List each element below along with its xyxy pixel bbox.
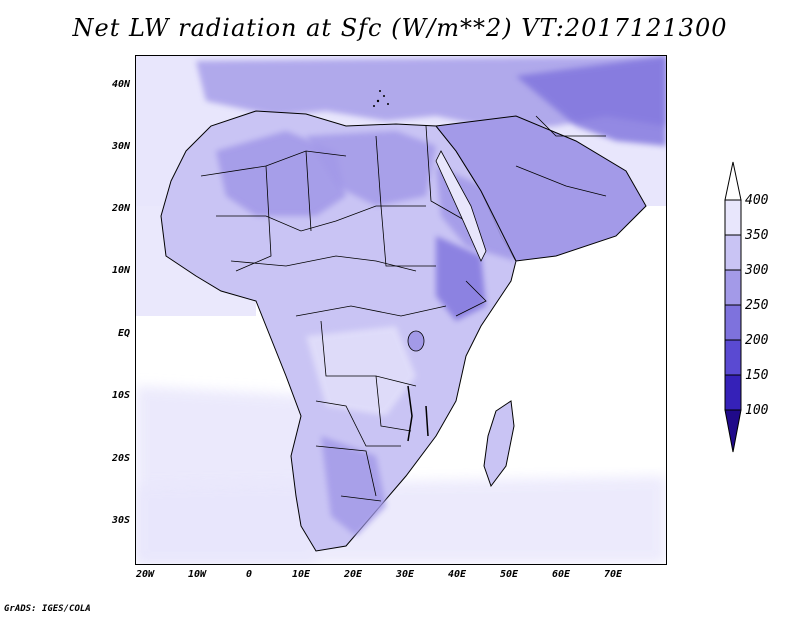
lat-label-20n: 20N (111, 203, 130, 214)
lon-label-30e: 30E (395, 569, 415, 580)
red-sea (435, 150, 487, 262)
colorbar-top-arrow (724, 161, 742, 201)
asia-minor-region (516, 56, 666, 146)
congo-basin-zone (306, 326, 416, 416)
lon-label-70e: 70E (603, 569, 623, 580)
lon-label-10e: 10E (291, 569, 311, 580)
aegean-islands (373, 90, 389, 107)
lon-label-0: 0 (245, 569, 253, 580)
country-borders (200, 115, 607, 502)
colorbar-swatch-350-400 (724, 199, 742, 236)
madagascar (483, 400, 515, 488)
lat-label-20s: 20S (111, 453, 130, 464)
lon-label-60e: 60E (551, 569, 571, 580)
colorbar-swatch-100-150 (724, 374, 742, 411)
map-title: Net LW radiation at Sfc (W/m**2) VT:2017… (72, 14, 728, 42)
colorbar-swatch-200-250 (724, 304, 742, 341)
ethiopia-zone (436, 236, 486, 321)
lat-label-40n: 40N (111, 79, 130, 90)
map-canvas (136, 56, 666, 564)
lake-malawi (425, 405, 429, 437)
southern-africa-zone (321, 436, 386, 536)
lat-label-eq: EQ (117, 328, 130, 339)
arabian-peninsula (435, 115, 647, 262)
colorbar-bottom-arrow (724, 409, 742, 453)
colorbar-label-150: 150 (745, 368, 769, 383)
colorbar (724, 161, 742, 453)
colorbar-swatch-250-300 (724, 269, 742, 306)
colorbar-label-200: 200 (745, 333, 769, 348)
lat-label-30s: 30S (111, 515, 130, 526)
colorbar-swatch-150-200 (724, 339, 742, 376)
lake-victoria (407, 330, 425, 352)
sahara-east-zone (306, 131, 436, 206)
colorbar-label-350: 350 (745, 228, 769, 243)
colorbar-label-250: 250 (745, 298, 769, 313)
lon-label-10w: 10W (187, 569, 207, 580)
colorbar-swatch-300-350 (724, 234, 742, 271)
colorbar-label-300: 300 (745, 263, 769, 278)
colorbar-label-400: 400 (745, 193, 769, 208)
lat-label-30n: 30N (111, 141, 130, 152)
lon-label-20e: 20E (343, 569, 363, 580)
grads-credit: GrADS: IGES/COLA (4, 604, 91, 614)
lat-label-10s: 10S (111, 390, 130, 401)
lon-label-40e: 40E (447, 569, 467, 580)
lake-tanganyika (407, 385, 413, 442)
lon-label-50e: 50E (499, 569, 519, 580)
lat-label-10n: 10N (111, 265, 130, 276)
lon-label-20w: 20W (135, 569, 155, 580)
southern-ocean-shade (136, 476, 666, 564)
africa-landmass (160, 110, 517, 552)
colorbar-label-100: 100 (745, 403, 769, 418)
map-panel (135, 55, 667, 565)
